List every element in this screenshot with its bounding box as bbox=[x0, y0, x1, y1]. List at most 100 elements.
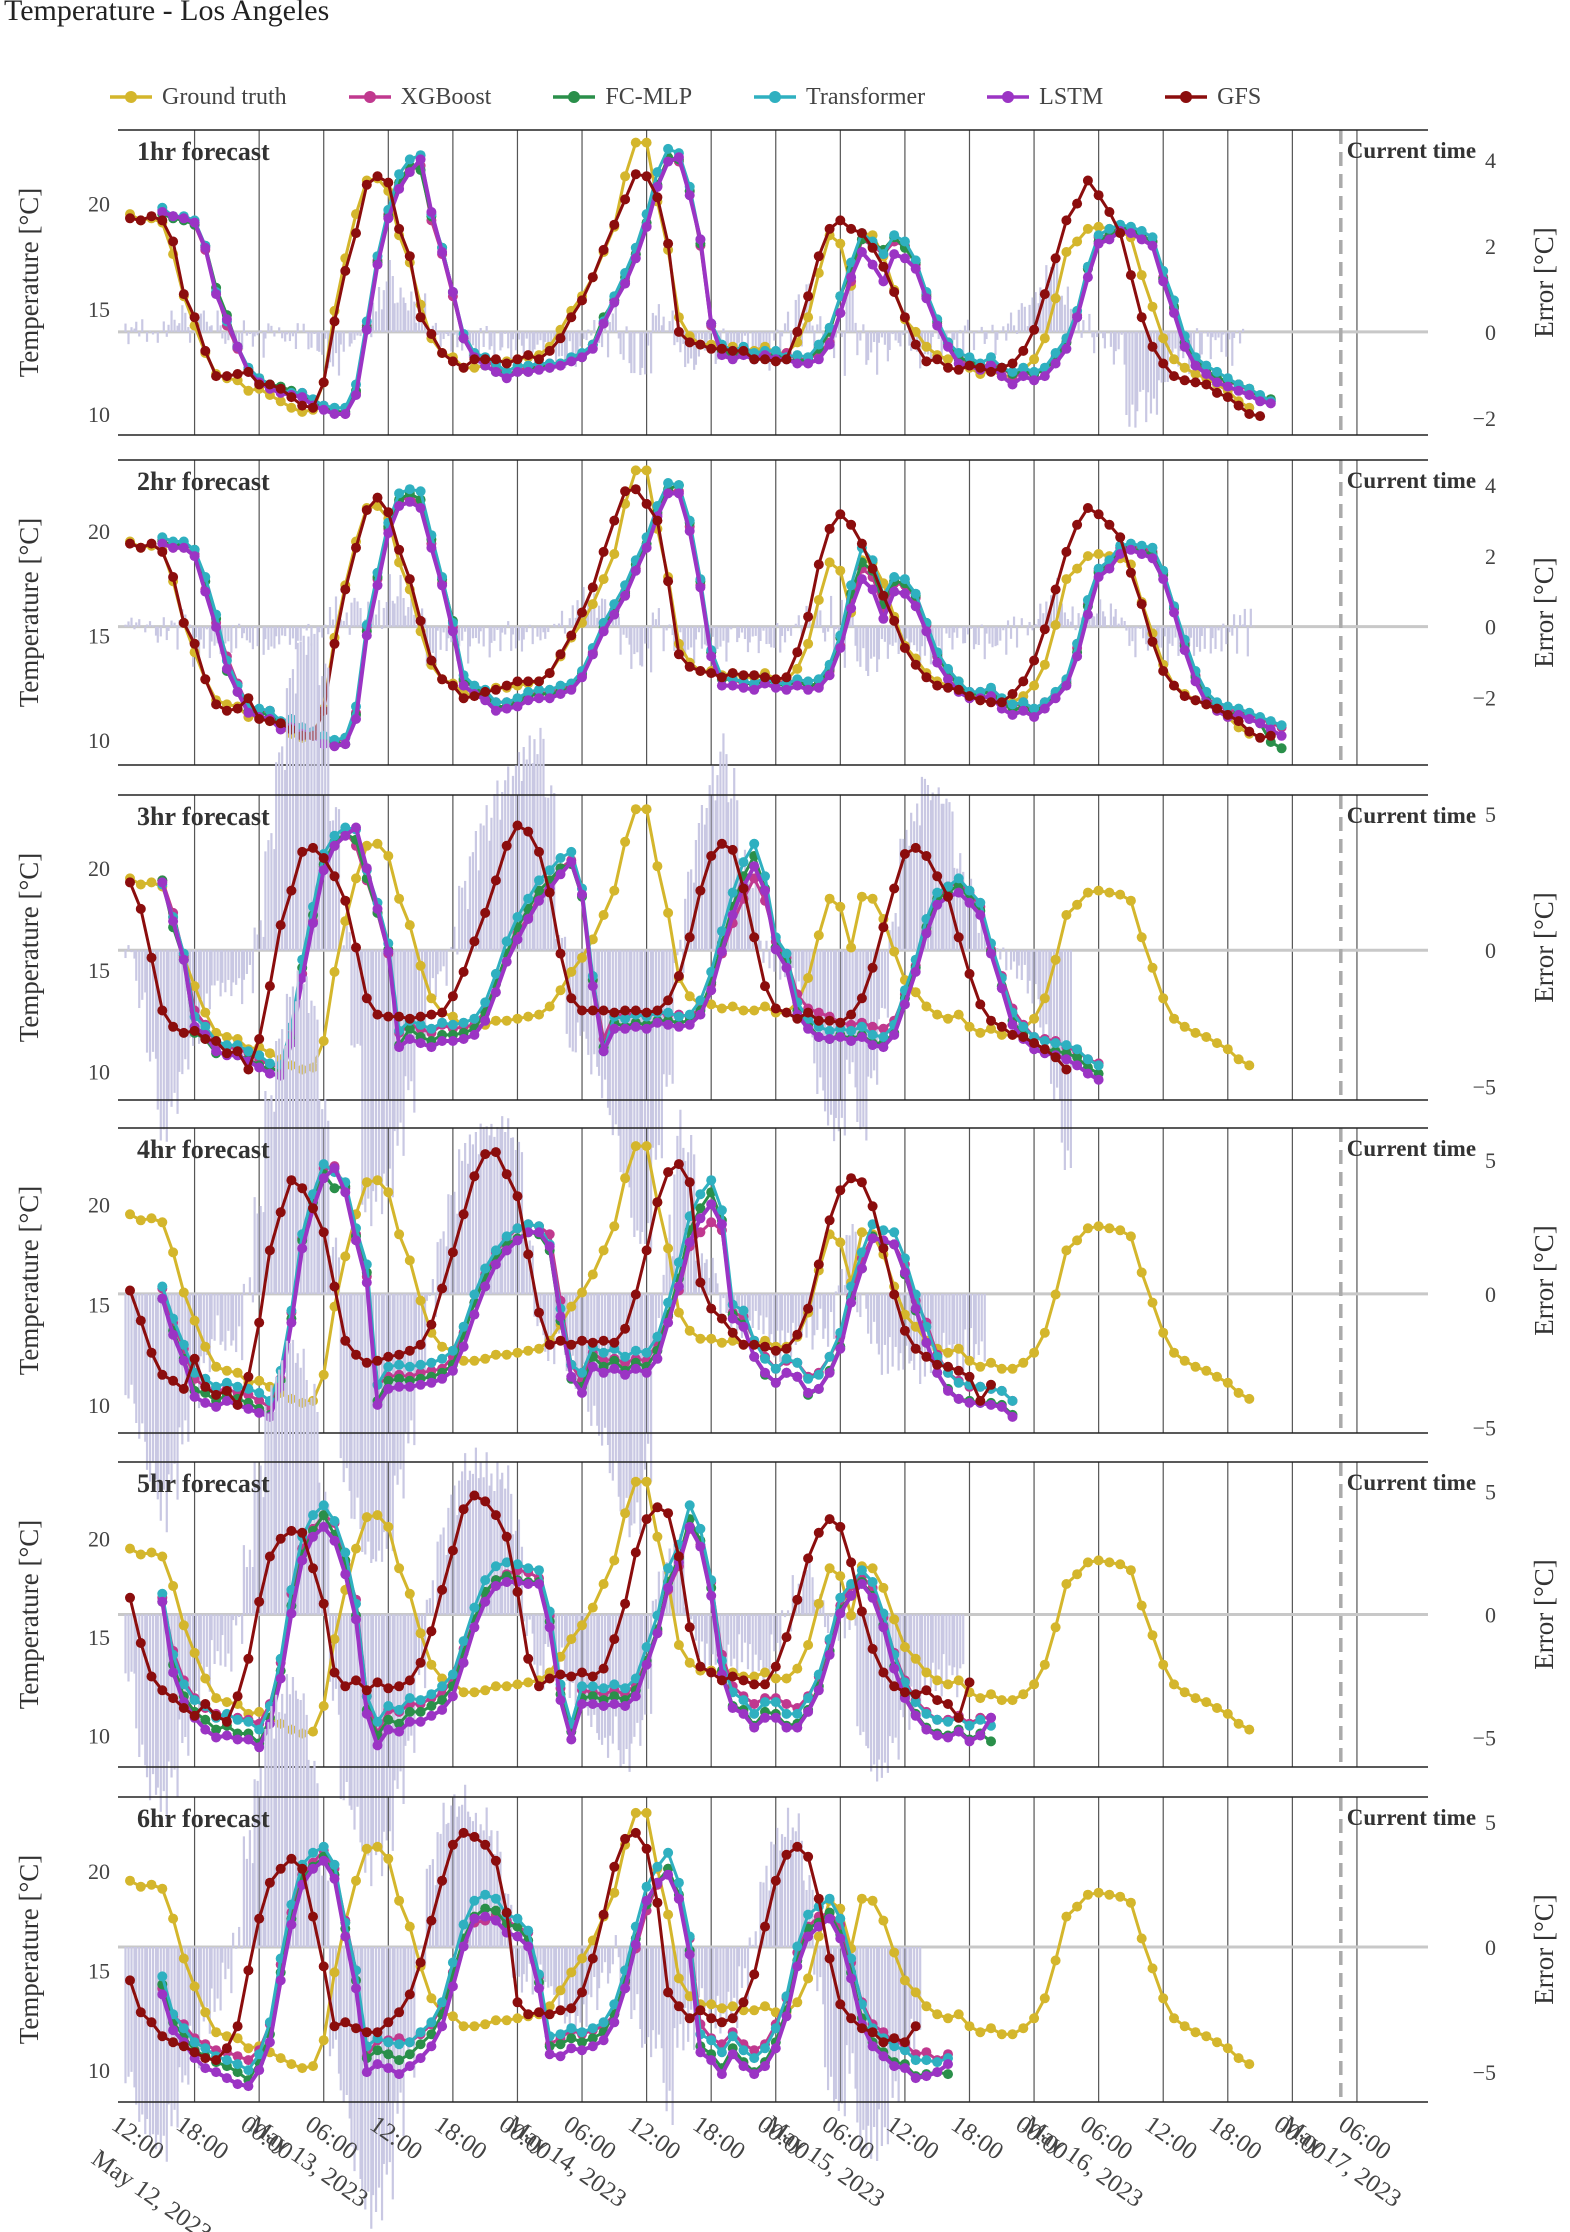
data-point-lstm bbox=[813, 354, 824, 365]
data-point-ground-truth bbox=[824, 1563, 835, 1574]
data-point-ground-truth bbox=[846, 942, 857, 953]
data-point-gfs bbox=[243, 1653, 254, 1664]
data-point-ground-truth bbox=[211, 1693, 222, 1704]
data-point-gfs bbox=[404, 1013, 415, 1024]
data-point-gfs bbox=[523, 676, 534, 687]
data-point-ground-truth bbox=[943, 1013, 953, 1024]
data-point-gfs bbox=[1179, 375, 1190, 386]
data-point-ground-truth bbox=[630, 465, 641, 476]
data-point-transformer bbox=[415, 486, 426, 497]
data-point-ground-truth bbox=[749, 1671, 760, 1682]
y2-tick-label: 5 bbox=[1485, 802, 1496, 827]
data-point-gfs bbox=[867, 1201, 878, 1212]
data-point-gfs bbox=[727, 668, 738, 679]
data-point-gfs bbox=[846, 519, 857, 530]
data-point-ground-truth bbox=[1061, 1579, 1072, 1589]
data-point-gfs bbox=[555, 948, 566, 959]
data-point-transformer bbox=[329, 830, 340, 841]
data-point-lstm bbox=[566, 684, 577, 695]
data-point-fc-mlp bbox=[609, 1691, 620, 1702]
data-point-transformer bbox=[792, 1708, 803, 1719]
data-point-lstm bbox=[1007, 709, 1018, 720]
data-point-gfs bbox=[1244, 409, 1255, 419]
data-point-gfs bbox=[297, 846, 308, 857]
data-point-ground-truth bbox=[1029, 1679, 1040, 1690]
data-point-gfs bbox=[760, 672, 770, 683]
data-point-ground-truth bbox=[566, 1634, 577, 1645]
data-point-lstm bbox=[372, 1740, 383, 1751]
y2-tick-label: −5 bbox=[1473, 1074, 1496, 1099]
data-point-gfs bbox=[727, 345, 738, 356]
data-point-lstm bbox=[555, 1311, 566, 1322]
data-point-lstm bbox=[318, 1173, 329, 1184]
data-point-transformer bbox=[684, 1500, 695, 1511]
data-point-ground-truth bbox=[1082, 1223, 1093, 1234]
y2-tick-label: −2 bbox=[1473, 406, 1496, 431]
data-point-ground-truth bbox=[1136, 1267, 1147, 1278]
data-point-transformer bbox=[329, 1516, 340, 1526]
data-point-transformer bbox=[157, 1281, 168, 1292]
data-point-lstm bbox=[1212, 377, 1222, 388]
data-point-transformer bbox=[189, 1695, 200, 1706]
data-point-ground-truth bbox=[1169, 354, 1179, 365]
data-point-lstm bbox=[910, 966, 921, 977]
data-point-ground-truth bbox=[437, 1341, 448, 1352]
data-point-xgboost bbox=[544, 1229, 555, 1240]
data-point-gfs bbox=[738, 345, 749, 356]
data-point-transformer bbox=[856, 1021, 867, 1032]
data-point-gfs bbox=[555, 333, 566, 344]
data-point-gfs bbox=[727, 1327, 738, 1338]
data-point-ground-truth bbox=[1201, 1032, 1212, 1042]
data-point-lstm bbox=[706, 318, 717, 329]
data-point-ground-truth bbox=[340, 916, 351, 927]
data-point-lstm bbox=[447, 287, 458, 297]
legend-item-ground-truth: Ground truth bbox=[108, 84, 287, 111]
data-point-gfs bbox=[297, 1527, 308, 1538]
data-point-fc-mlp bbox=[534, 885, 544, 896]
data-point-gfs bbox=[211, 1036, 222, 1046]
data-point-gfs bbox=[641, 1007, 652, 1018]
data-point-lstm bbox=[254, 1407, 265, 1418]
data-point-transformer bbox=[630, 1673, 641, 1684]
data-point-ground-truth bbox=[577, 1287, 587, 1298]
data-point-lstm bbox=[221, 314, 232, 325]
data-point-lstm bbox=[361, 324, 372, 335]
data-point-ground-truth bbox=[1029, 354, 1040, 365]
data-point-gfs bbox=[889, 1681, 900, 1692]
data-point-ground-truth bbox=[1104, 887, 1115, 898]
data-point-ground-truth bbox=[921, 1667, 932, 1678]
data-point-transformer bbox=[738, 1695, 749, 1706]
data-point-gfs bbox=[986, 1015, 996, 1026]
data-point-gfs bbox=[275, 920, 286, 931]
data-point-lstm bbox=[523, 1579, 534, 1589]
data-point-gfs bbox=[383, 507, 394, 518]
legend-label-fc-mlp: FC-MLP bbox=[605, 83, 693, 110]
data-point-xgboost bbox=[878, 1023, 889, 1034]
data-point-lstm bbox=[189, 1391, 200, 1402]
data-point-ground-truth bbox=[910, 1653, 921, 1664]
data-point-gfs bbox=[577, 1005, 587, 1016]
data-point-gfs bbox=[975, 999, 986, 1010]
data-point-gfs bbox=[975, 695, 986, 706]
data-point-ground-truth bbox=[318, 1701, 329, 1711]
data-point-transformer bbox=[318, 1159, 329, 1170]
data-point-ground-truth bbox=[706, 1333, 717, 1344]
data-point-ground-truth bbox=[1082, 1557, 1093, 1568]
data-point-lstm bbox=[899, 999, 910, 1010]
data-point-gfs bbox=[781, 672, 792, 683]
data-point-lstm bbox=[189, 217, 200, 228]
data-point-lstm bbox=[1007, 1019, 1018, 1030]
series-line-gfs bbox=[128, 824, 1068, 1071]
series-line-lstm bbox=[160, 1166, 1014, 1419]
data-point-gfs bbox=[813, 251, 824, 262]
data-point-ground-truth bbox=[1093, 221, 1104, 232]
data-point-ground-truth bbox=[383, 851, 394, 861]
data-point-gfs bbox=[813, 1015, 824, 1026]
data-point-lstm bbox=[695, 1009, 706, 1020]
data-point-lstm bbox=[512, 701, 523, 712]
data-point-gfs bbox=[458, 1504, 469, 1515]
data-point-transformer bbox=[770, 1363, 781, 1374]
data-point-gfs bbox=[426, 329, 437, 339]
data-point-gfs bbox=[329, 638, 340, 649]
data-point-ground-truth bbox=[932, 1009, 943, 1020]
